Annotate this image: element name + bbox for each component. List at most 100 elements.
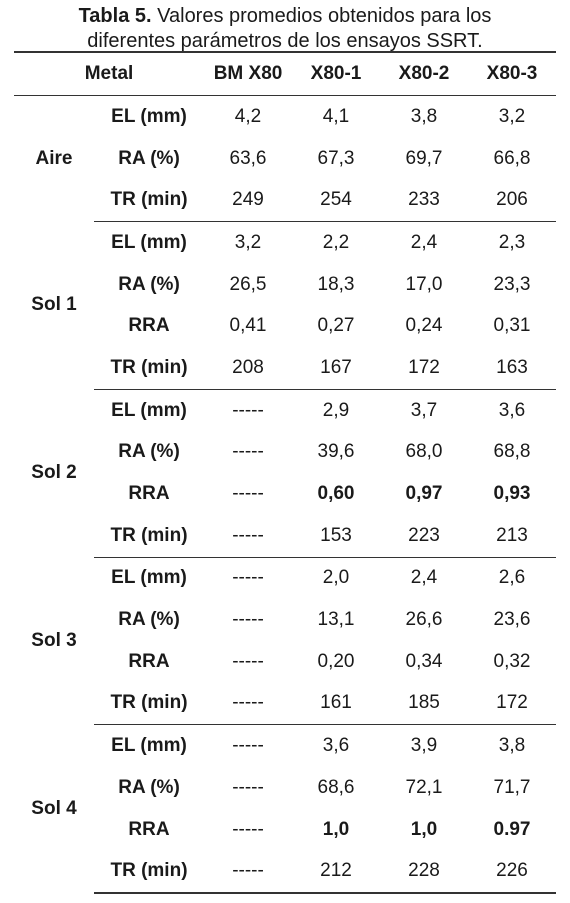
value-cell: 0.97 [493,818,531,840]
value-cell: 67,3 [317,147,355,169]
value-cell: 0,60 [317,483,355,505]
group-label: Sol 1 [31,294,77,316]
header-x80-1: X80-1 [292,51,381,96]
parameter-label: RA (%) [118,609,180,631]
value-cell: ----- [232,399,264,421]
parameter-label: RA (%) [118,273,180,295]
value-cell: 254 [292,179,381,223]
group-label: Sol 4 [31,797,77,819]
table-header: Metal BM X80 X80-1 X80-2 X80-3 [14,51,557,96]
group-label: Sol 3 [31,629,77,651]
parameter-label: RRA [128,650,170,672]
table-row: RA (%) 26,5 18,3 17,0 23,3 [14,264,556,306]
value-cell: 0,24 [405,315,443,337]
value-cell: 0,20 [317,650,355,672]
value-cell: 163 [468,347,557,390]
table-row: RRA ----- 0,20 0,34 0,32 [14,641,556,683]
table-row: Sol 3 EL (mm) ----- 2,0 2,4 2,6 [14,557,556,651]
table-row: TR (min) 249 254 233 206 [14,179,557,223]
value-cell: ----- [232,818,264,840]
table-row: TR (min) 208 167 172 163 [14,347,557,390]
value-cell: 172 [380,347,469,390]
parameter-label: TR (min) [94,179,205,223]
value-cell: 172 [468,682,557,726]
header-row: Metal BM X80 X80-1 X80-2 X80-3 [14,51,557,96]
value-cell: 3,2 [498,105,526,127]
header-metal: Metal [14,51,205,96]
parameter-label: TR (min) [94,682,205,726]
value-cell: 226 [468,850,557,895]
value-cell: 68,0 [405,441,443,463]
value-cell: 2,0 [322,567,350,589]
value-cell: 26,5 [229,273,267,295]
parameter-label: RRA [128,818,170,840]
value-cell: 23,6 [493,609,531,631]
parameter-label: TR (min) [94,850,205,895]
value-cell: 3,7 [410,399,438,421]
value-cell: 0,31 [493,315,531,337]
value-cell: 3,8 [498,735,526,757]
value-cell: ----- [204,514,293,558]
header-x80-3: X80-3 [468,51,557,96]
value-cell: 212 [292,850,381,895]
table-row: Sol 1 EL (mm) 3,2 2,2 2,4 2,3 [14,222,556,316]
value-cell: 2,4 [410,231,438,253]
parameter-label: EL (mm) [111,399,187,421]
value-cell: 69,7 [405,147,443,169]
value-cell: 0,41 [229,315,267,337]
value-cell: ----- [232,735,264,757]
table-caption: Tabla 5. Valores promedios obtenidos par… [0,0,570,52]
value-cell: 17,0 [405,273,443,295]
table-row: RA (%) 63,6 67,3 69,7 66,8 [14,138,556,180]
value-cell: 206 [468,179,557,223]
value-cell: 18,3 [317,273,355,295]
table-body: Aire EL (mm) 4,2 4,1 3,8 3,2 RA (%) 63,6 67,3 69,… [14,96,557,895]
header-bm-x80: BM X80 [204,51,293,96]
value-cell: 233 [380,179,469,223]
value-cell: 66,8 [493,147,531,169]
table-row: RRA 0,41 0,27 0,24 0,31 [14,305,556,347]
caption-text-1: Valores promedios obtenidos para los [157,5,492,27]
table-row: RA (%) ----- 13,1 26,6 23,6 [14,599,556,641]
value-cell: 39,6 [317,441,355,463]
parameter-label: RA (%) [118,441,180,463]
parameter-label: RA (%) [118,147,180,169]
value-cell: 167 [292,347,381,390]
value-cell: ----- [204,682,293,726]
value-cell: 3,2 [234,231,262,253]
header-x80-2: X80-2 [380,51,469,96]
value-cell: 0,34 [405,650,443,672]
value-cell: 161 [292,682,381,726]
value-cell: 23,3 [493,273,531,295]
table-row: Sol 4 EL (mm) ----- 3,6 3,9 3,8 [14,725,556,819]
table-row: Sol 2 EL (mm) ----- 2,9 3,7 3,6 [14,389,556,484]
value-cell: ----- [232,609,264,631]
table-row: RA (%) ----- 68,6 72,1 71,7 [14,767,556,809]
parameter-label: EL (mm) [111,105,187,127]
value-cell: 26,6 [405,609,443,631]
value-cell: 2,9 [322,399,350,421]
table-row: TR (min) ----- 212 228 226 [14,850,557,895]
value-cell: 223 [380,514,469,558]
value-cell: 228 [380,850,469,895]
value-cell: 1,0 [410,818,438,840]
parameter-label: RRA [128,483,170,505]
value-cell: 0,32 [493,650,531,672]
value-cell: 2,4 [410,567,438,589]
value-cell: 0,27 [317,315,355,337]
table-row: RA (%) ----- 39,6 68,0 68,8 [14,432,556,474]
value-cell: 3,8 [410,105,438,127]
results-table: Metal BM X80 X80-1 X80-2 X80-3 Aire EL (m… [14,51,557,895]
value-cell: 4,1 [322,105,350,127]
value-cell: 185 [380,682,469,726]
value-cell: 63,6 [229,147,267,169]
value-cell: ----- [232,441,264,463]
table-row: TR (min) ----- 161 185 172 [14,682,557,726]
value-cell: ----- [232,776,264,798]
parameter-label: EL (mm) [111,735,187,757]
caption-line-2: diferentes parámetros de los ensayos SSR… [87,30,483,52]
caption-label: Tabla 5. [78,5,152,27]
caption-line-1: Tabla 5. Valores promedios obtenidos par… [0,4,570,29]
table-row: RRA ----- 1,0 1,0 0.97 [14,809,556,851]
group-label: Sol 2 [31,462,77,484]
